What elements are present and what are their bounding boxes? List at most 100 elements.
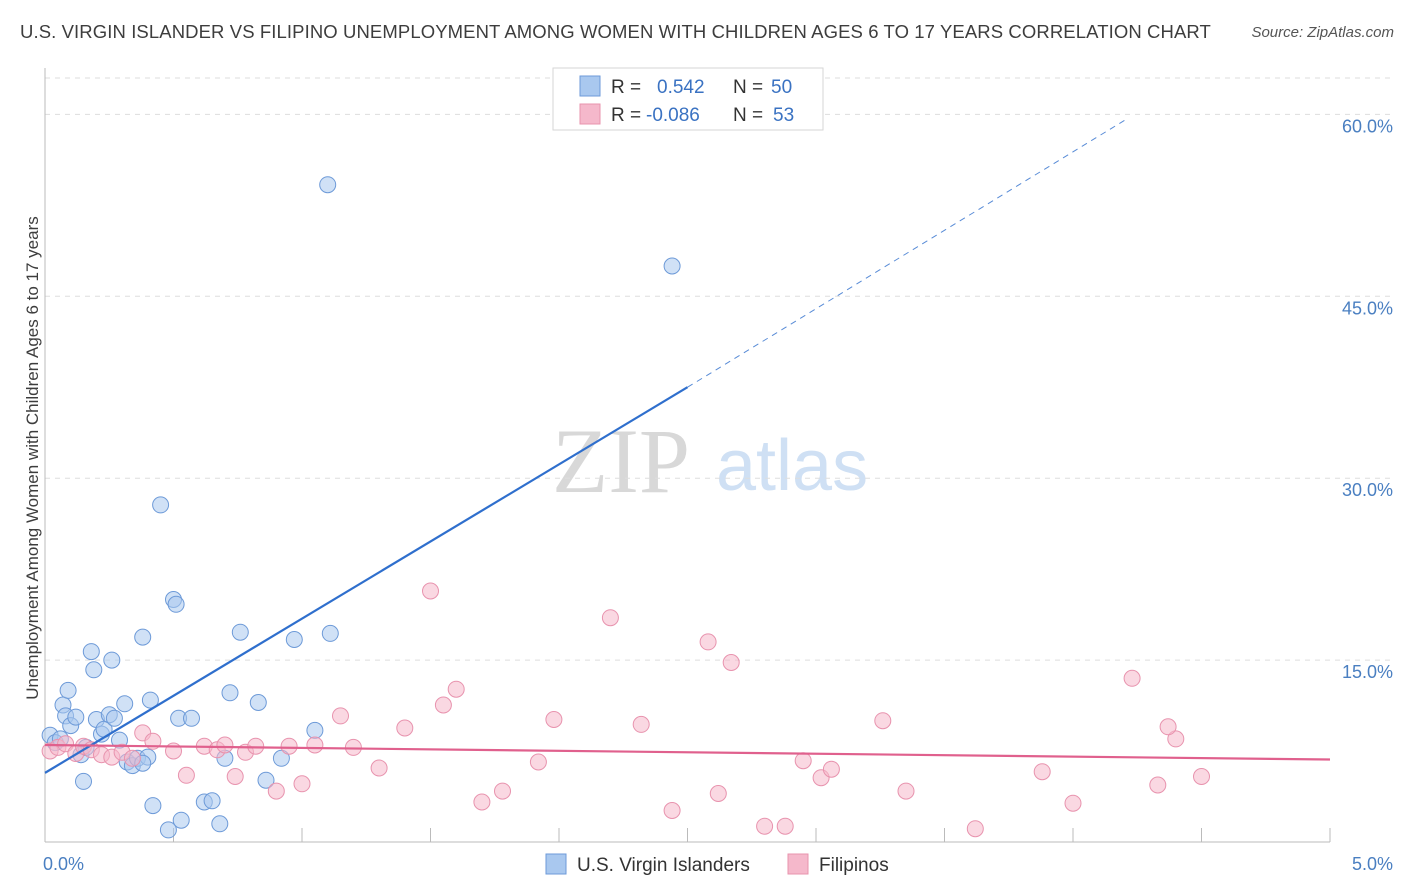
point-blue-40 [231,623,249,641]
x-tick-label-1: 5.0% [1352,854,1393,874]
tick-labels: 15.0% 30.0% 45.0% 60.0% 0.0% 5.0% [43,116,1393,874]
point-pink-32 [494,782,511,800]
legend-n-label-2: N = [733,105,763,126]
point-pink-35 [601,609,619,627]
point-blue-17 [103,651,121,669]
point-pink-47 [897,782,915,800]
bottom-legend-swatch-blue [545,853,567,875]
point-blue-48 [663,257,681,275]
point-pink-21 [280,737,298,755]
point-pink-23 [306,736,324,754]
y-axis-label: Unemployment Among Women with Children A… [23,216,42,700]
watermark-atlas: atlas [716,426,868,506]
y-tick-label-2: 45.0% [1342,298,1393,318]
point-blue-47 [321,624,339,642]
point-pink-13 [177,766,195,784]
legend-r-value-2: -0.086 [646,105,700,126]
point-pink-34 [545,711,563,728]
point-blue-42 [257,771,275,789]
axes [44,68,1331,843]
point-pink-20 [267,782,285,800]
point-blue-44 [285,631,303,648]
legend-n-value-1: 50 [771,77,792,98]
point-pink-22 [293,775,311,793]
legend-r-label-2: R = [611,105,641,126]
y-tick-label-3: 60.0% [1342,116,1393,136]
data-points [41,176,1210,839]
legend-r-value-1: 0.542 [657,77,705,98]
point-blue-26 [141,691,159,709]
point-pink-52 [1167,730,1185,748]
y-tick-label-0: 15.0% [1342,662,1393,682]
point-pink-24 [332,707,349,725]
point-pink-37 [663,802,681,819]
point-pink-16 [216,736,234,754]
point-pink-26 [370,759,388,777]
point-blue-43 [272,749,290,767]
point-pink-42 [776,817,794,835]
point-blue-34 [183,709,200,727]
point-pink-51 [1123,669,1141,687]
legend-n-label-1: N = [733,77,763,98]
point-blue-11 [82,643,100,661]
trend-line-blue [44,386,689,774]
trend-extension-blue [687,120,1125,388]
point-pink-45 [822,760,840,778]
point-pink-54 [1193,768,1210,785]
gridlines [45,77,1395,661]
point-pink-39 [709,785,727,802]
point-pink-33 [529,753,547,771]
legend-r-label-1: R = [611,77,641,98]
point-pink-30 [447,680,465,698]
point-pink-31 [473,793,491,811]
point-pink-50 [1064,794,1082,812]
x-tick-label-0: 0.0% [43,854,84,874]
bottom-legend-label-pink: Filipinos [819,855,889,876]
chart-title: U.S. VIRGIN ISLANDER VS FILIPINO UNEMPLO… [20,21,1211,42]
watermark-zip: ZIP [552,410,690,512]
bottom-legend-label-blue: U.S. Virgin Islanders [577,855,750,876]
point-pink-46 [874,712,892,730]
point-blue-41 [249,694,267,711]
point-blue-7 [67,708,85,726]
series-legend: U.S. Virgin Islanders Filipinos [545,853,889,876]
y-tick-label-1: 30.0% [1342,480,1393,500]
legend-swatch-pink [579,103,601,125]
point-pink-53 [1159,718,1177,736]
point-pink-9 [123,749,141,767]
trend-lines [44,120,1331,774]
point-blue-5 [59,681,77,699]
point-pink-55 [1149,776,1167,794]
legend-n-value-2: 53 [773,105,794,126]
point-pink-27 [396,719,414,737]
point-pink-40 [722,654,740,671]
point-pink-29 [434,696,452,714]
point-blue-36 [203,792,221,810]
point-blue-12 [85,661,103,679]
trend-line-pink [44,743,1331,761]
legend-swatch-blue [579,75,601,97]
point-blue-27 [144,797,162,815]
point-blue-39 [221,684,239,702]
point-pink-43 [794,752,812,770]
point-blue-20 [116,695,134,713]
point-blue-33 [172,811,190,829]
point-pink-19 [247,737,265,755]
point-pink-28 [422,582,439,600]
point-blue-45 [306,721,324,739]
point-blue-28 [152,496,170,514]
point-pink-17 [226,768,244,785]
point-pink-38 [699,633,717,651]
point-pink-48 [966,820,984,838]
point-blue-31 [167,595,185,613]
point-blue-18 [105,709,123,727]
source-credit: Source: ZipAtlas.com [1251,24,1394,41]
point-pink-36 [632,715,650,733]
point-pink-41 [756,817,774,835]
point-blue-37 [211,815,229,833]
point-pink-49 [1033,763,1051,781]
point-blue-24 [134,628,152,646]
bottom-legend-swatch-pink [787,853,809,875]
point-blue-29 [159,821,177,839]
